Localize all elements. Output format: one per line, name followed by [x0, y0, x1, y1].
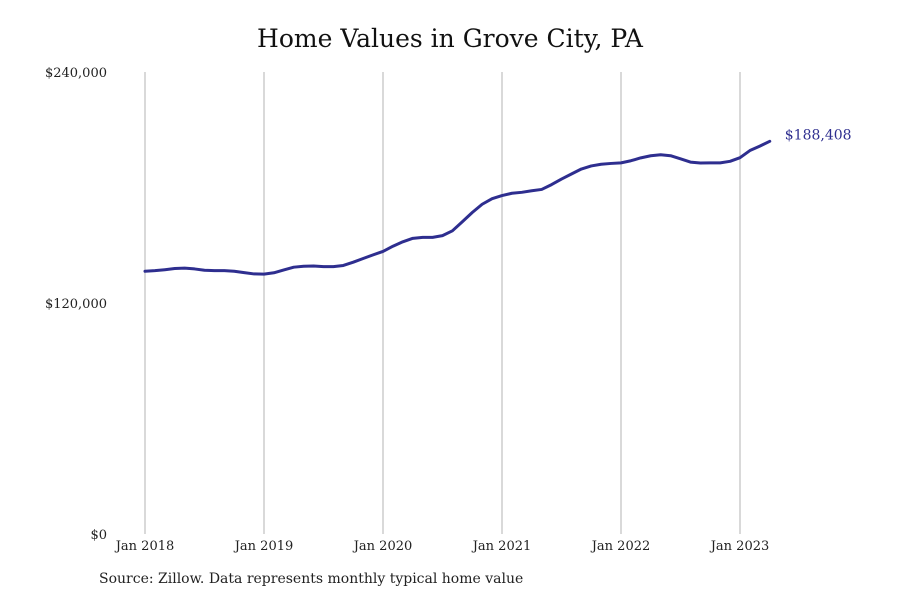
series-layer [143, 139, 772, 276]
chart-title: Home Values in Grove City, PA [257, 24, 643, 53]
x-tick-label: Jan 2023 [709, 539, 770, 554]
gridlines [144, 72, 741, 534]
y-tick-label: $240,000 [45, 66, 107, 81]
series-line [143, 139, 772, 276]
x-tick-label: Jan 2022 [590, 539, 651, 554]
x-axis-ticks: Jan 2018 Jan 2019 Jan 2020 Jan 2021 Jan 2022… [114, 539, 770, 554]
end-value-label: $188,408 [785, 127, 852, 143]
end-label-layer: $188,408 [785, 127, 852, 143]
y-tick-label: $0 [90, 528, 107, 543]
y-axis-ticks: $0 $120,000 $240,000 [45, 66, 107, 543]
x-tick-label: Jan 2020 [352, 539, 413, 554]
x-tick-label: Jan 2018 [114, 539, 175, 554]
x-tick-label: Jan 2019 [233, 539, 294, 554]
source-note: Source: Zillow. Data represents monthly … [99, 571, 524, 587]
x-tick-label: Jan 2021 [471, 539, 532, 554]
y-tick-label: $120,000 [45, 297, 107, 312]
